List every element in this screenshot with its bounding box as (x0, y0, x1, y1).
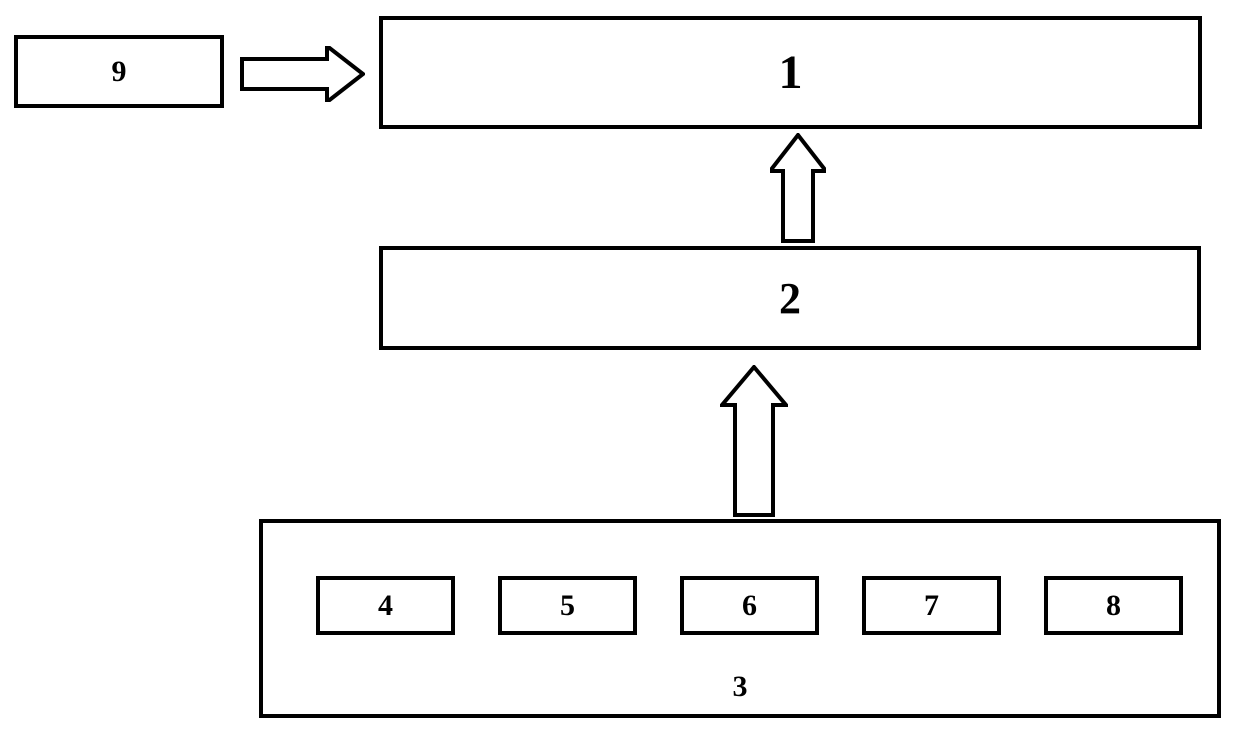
arrow-9-to-1 (240, 46, 365, 102)
node-label: 4 (378, 589, 393, 623)
node-label: 2 (779, 273, 801, 324)
node-label: 3 (733, 670, 748, 704)
diagram-stage: 9 1 2 3 4 5 6 7 8 (0, 0, 1240, 741)
node-box-9: 9 (14, 35, 224, 108)
node-box-7: 7 (862, 576, 1001, 635)
node-label: 5 (560, 589, 575, 623)
node-box-5: 5 (498, 576, 637, 635)
node-label: 1 (779, 45, 803, 100)
node-box-1: 1 (379, 16, 1202, 129)
node-box-2: 2 (379, 246, 1201, 350)
node-box-8: 8 (1044, 576, 1183, 635)
node-box-4: 4 (316, 576, 455, 635)
node-label: 8 (1106, 589, 1121, 623)
arrow-3-to-2 (720, 365, 788, 517)
arrow-2-to-1 (770, 133, 826, 243)
node-label: 9 (112, 55, 127, 89)
node-label: 6 (742, 589, 757, 623)
node-box-6: 6 (680, 576, 819, 635)
node-label: 7 (924, 589, 939, 623)
